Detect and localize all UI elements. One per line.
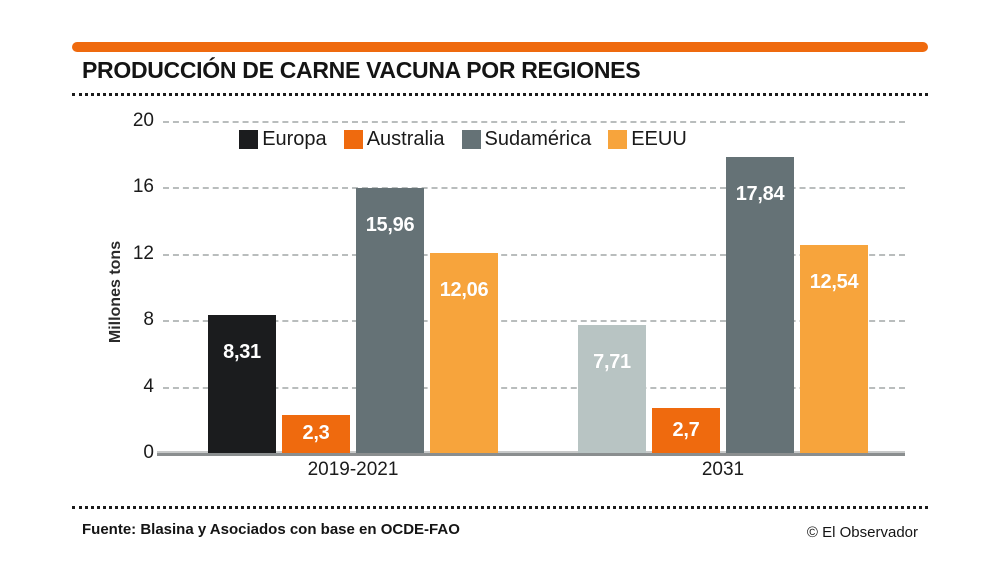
credit-text: © El Observador — [806, 524, 918, 541]
bar-value-label: 12,06 — [439, 278, 489, 301]
bar-europa-2019-2021: 8,31 — [208, 315, 276, 453]
legend-label: Australia — [366, 127, 445, 150]
y-tick-4: 4 — [143, 375, 154, 397]
bar-europa-2031: 7,71 — [578, 325, 646, 453]
legend-item-sudamerica: Sudamérica — [461, 127, 592, 151]
header-accent-bar — [72, 42, 928, 52]
category-label-2031: 2031 — [701, 459, 745, 480]
x-axis-baseline — [157, 451, 905, 456]
legend-label: Europa — [262, 127, 327, 150]
y-tick-20: 20 — [132, 110, 154, 131]
gridline-12 — [163, 253, 905, 256]
category-label-2019-2021: 2019-2021 — [307, 459, 399, 480]
footer-dotted-rule — [72, 506, 928, 509]
bar-australia-2031: 2,7 — [652, 408, 720, 453]
chart-legend: Europa Australia Sudamérica EEUU — [163, 126, 763, 152]
legend-item-eeuu: EEUU — [608, 128, 687, 151]
bar-value-label: 12,54 — [809, 270, 859, 293]
y-tick-16: 16 — [132, 176, 154, 198]
bar-sudamerica-2031: 17,84 — [726, 156, 794, 453]
legend-label: Sudamérica — [484, 127, 592, 150]
legend-swatch-sudamerica — [461, 129, 481, 149]
legend-swatch-australia — [343, 129, 363, 149]
title-dotted-rule — [72, 93, 928, 96]
bar-value-label: 15,96 — [365, 214, 415, 237]
plot-area: 0 4 8 12 16 20 8,31 7,71 2,3 2,7 15,96 17,84 12,06 12… — [133, 110, 905, 480]
bar-sudamerica-2019-2021: 15,96 — [356, 188, 424, 453]
bar-value-label: 2,7 — [672, 419, 700, 442]
bar-value-label: 2,3 — [302, 422, 330, 445]
legend-item-australia: Australia — [343, 127, 445, 151]
legend-label: EEUU — [631, 127, 687, 150]
bar-eeuu-2031: 12,54 — [800, 244, 868, 453]
source-text: Fuente: Blasina y Asociados con base en … — [82, 521, 460, 538]
y-tick-0: 0 — [143, 442, 154, 463]
page-title: PRODUCCIÓN DE CARNE VACUNA POR REGIONES — [82, 57, 641, 83]
gridline-16 — [163, 187, 905, 190]
gridline-8 — [163, 320, 905, 323]
bar-australia-2019-2021: 2,3 — [282, 414, 350, 453]
y-tick-12: 12 — [132, 242, 154, 264]
bar-value-label: 7,71 — [593, 351, 631, 374]
legend-item-europa: Europa — [239, 128, 327, 151]
legend-swatch-europa — [239, 129, 259, 149]
y-tick-8: 8 — [143, 309, 154, 331]
bar-value-label: 17,84 — [735, 182, 785, 205]
legend-swatch-eeuu — [608, 129, 628, 149]
gridline-20 — [163, 121, 905, 123]
gridline-4 — [163, 386, 905, 389]
bar-value-label: 8,31 — [223, 341, 261, 364]
bar-eeuu-2019-2021: 12,06 — [430, 252, 498, 453]
